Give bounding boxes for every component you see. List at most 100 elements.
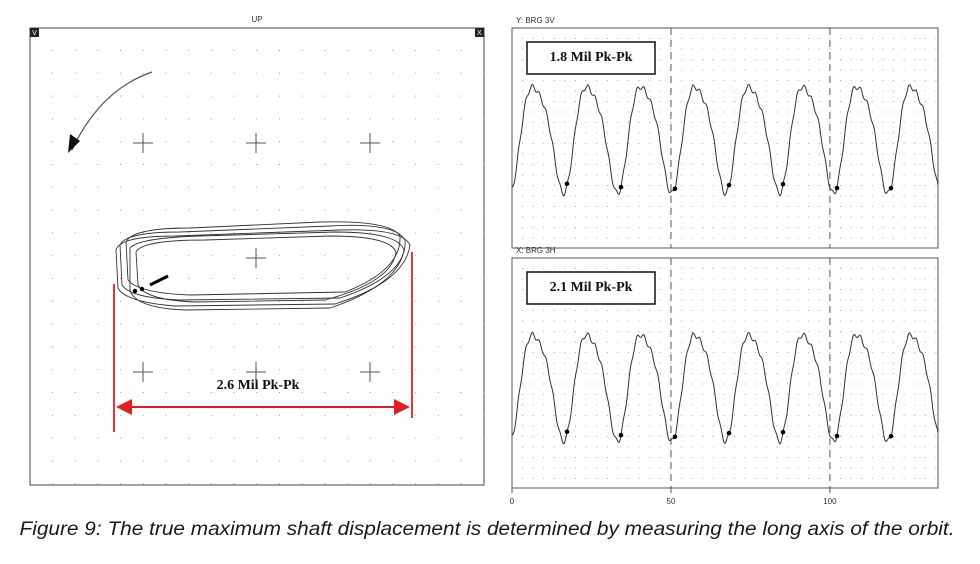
grid-dot bbox=[776, 268, 778, 269]
grid-dot bbox=[850, 59, 852, 60]
grid-dot bbox=[850, 425, 852, 427]
grid-dot bbox=[840, 436, 841, 437]
grid-dot bbox=[903, 69, 905, 71]
grid-dot bbox=[765, 216, 767, 218]
grid-dot bbox=[744, 362, 746, 364]
grid-dot bbox=[797, 143, 799, 144]
grid-dot bbox=[256, 255, 258, 257]
grid-dot bbox=[649, 111, 651, 113]
grid-dot bbox=[649, 404, 651, 406]
grid-dot bbox=[924, 48, 926, 50]
grid-dot bbox=[924, 132, 926, 134]
grid-dot bbox=[460, 278, 462, 279]
grid-dot bbox=[415, 323, 417, 325]
grid-dot bbox=[279, 323, 280, 325]
grid-dot bbox=[691, 38, 693, 39]
grid-dot bbox=[659, 90, 661, 92]
grid-dot bbox=[797, 59, 799, 60]
grid-dot bbox=[347, 346, 349, 348]
grid-dot bbox=[324, 392, 326, 393]
grid-dot bbox=[776, 227, 778, 228]
grid-dot bbox=[606, 153, 608, 155]
grid-dot bbox=[840, 310, 841, 311]
grid-dot bbox=[734, 216, 735, 218]
grid-dot bbox=[776, 59, 778, 60]
grid-dot bbox=[765, 101, 767, 102]
grid-dot bbox=[617, 143, 619, 144]
grid-dot bbox=[797, 48, 799, 50]
grid-dot bbox=[755, 101, 757, 102]
grid-dot bbox=[628, 153, 629, 155]
grid-dot bbox=[233, 209, 235, 211]
grid-dot bbox=[776, 174, 778, 176]
grid-dot bbox=[702, 59, 704, 60]
grid-dot bbox=[744, 373, 746, 374]
grid-dot bbox=[797, 111, 799, 113]
grid-dot bbox=[522, 289, 523, 290]
grid-dot bbox=[829, 457, 831, 458]
grid-dot bbox=[596, 331, 598, 332]
grid-dot bbox=[755, 446, 757, 448]
grid-dot bbox=[744, 278, 746, 280]
grid-dot bbox=[52, 232, 53, 234]
grid-dot bbox=[765, 174, 767, 176]
keyphasor-dot bbox=[564, 181, 570, 187]
grid-dot bbox=[575, 38, 576, 39]
grid-dot bbox=[893, 195, 894, 197]
grid-dot bbox=[670, 38, 672, 39]
grid-dot bbox=[52, 323, 53, 325]
grid-dot bbox=[914, 90, 916, 92]
grid-dot bbox=[659, 216, 661, 218]
grid-dot bbox=[818, 404, 820, 406]
crosshair bbox=[360, 362, 380, 382]
grid-dot bbox=[437, 346, 439, 348]
grid-dot bbox=[553, 415, 555, 416]
grid-dot bbox=[776, 206, 778, 207]
grid-dot bbox=[893, 467, 894, 469]
grid-dot bbox=[808, 38, 810, 39]
grid-dot bbox=[606, 174, 608, 176]
grid-dot bbox=[369, 164, 371, 165]
grid-dot bbox=[543, 195, 545, 197]
grid-dot bbox=[522, 394, 523, 395]
grid-dot bbox=[755, 404, 757, 406]
grid-dot bbox=[871, 467, 873, 469]
grid-dot bbox=[596, 132, 598, 134]
grid-dot bbox=[840, 216, 841, 218]
grid-dot bbox=[522, 227, 523, 228]
grid-dot bbox=[606, 185, 608, 186]
grid-dot bbox=[850, 237, 852, 239]
grid-dot bbox=[787, 436, 788, 437]
grid-dot bbox=[585, 404, 587, 406]
grid-dot bbox=[210, 95, 212, 97]
grid-dot bbox=[188, 164, 190, 165]
grid-dot bbox=[575, 310, 576, 311]
grid-dot bbox=[765, 80, 767, 81]
grid-dot bbox=[415, 255, 417, 257]
grid-dot bbox=[188, 278, 190, 279]
grid-dot bbox=[818, 237, 820, 239]
grid-dot bbox=[553, 90, 555, 92]
grid-dot bbox=[871, 216, 873, 218]
grid-dot bbox=[543, 90, 545, 92]
grid-dot bbox=[808, 289, 810, 290]
grid-dot bbox=[818, 278, 820, 280]
grid-dot bbox=[564, 341, 566, 343]
grid-dot bbox=[744, 478, 746, 479]
grid-dot bbox=[861, 101, 863, 102]
grid-dot bbox=[585, 310, 587, 311]
grid-dot bbox=[723, 341, 725, 343]
grid-dot bbox=[935, 164, 937, 165]
grid-dot bbox=[681, 278, 682, 280]
grid-dot bbox=[840, 425, 841, 427]
grid-dot bbox=[347, 72, 349, 74]
grid-dot bbox=[681, 310, 682, 311]
grid-dot bbox=[483, 346, 485, 348]
grid-dot bbox=[702, 383, 704, 385]
grid-dot bbox=[903, 132, 905, 134]
grid-dot bbox=[437, 369, 439, 371]
grid-dot bbox=[596, 90, 598, 92]
grid-dot bbox=[882, 457, 884, 458]
grid-dot bbox=[165, 437, 167, 439]
grid-dot bbox=[808, 206, 810, 207]
